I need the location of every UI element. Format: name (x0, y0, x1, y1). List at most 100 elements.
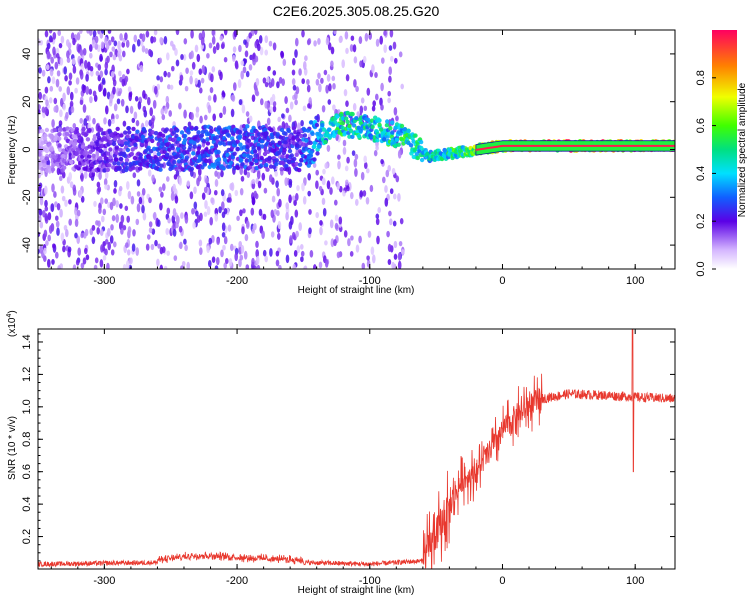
spectrogram-noise-cell (110, 224, 114, 231)
spectrogram-noise-cell (261, 172, 266, 181)
spectrogram-noise-cell (211, 35, 216, 45)
spectrogram-noise-cell (69, 181, 74, 188)
spectrogram-signal-cell (189, 125, 194, 130)
spectrogram-noise-cell (97, 186, 102, 193)
spectrogram-signal-cell (280, 154, 285, 159)
spectrogram-noise-cell (275, 259, 280, 267)
spectrogram-signal-cell (83, 166, 88, 171)
spectrogram-noise-cell (128, 92, 132, 102)
x-tick-label: 100 (626, 575, 644, 587)
spectrogram-noise-cell (198, 167, 202, 176)
spectrogram-signal-cell (95, 141, 100, 147)
spectrogram-signal-cell (240, 162, 245, 167)
spectrogram-signal-cell (192, 144, 197, 149)
spectrogram-image (38, 30, 675, 269)
spectrogram-signal-cell (350, 111, 355, 117)
spectrogram-noise-cell (322, 168, 326, 175)
spectrogram-signal-cell (176, 159, 182, 164)
spectrogram-noise-cell (244, 233, 249, 242)
spectrogram-noise-cell (198, 239, 203, 247)
spectrogram-signal-cell (125, 165, 130, 171)
spectrogram-signal-cell (396, 142, 401, 147)
spectrogram-noise-cell (144, 119, 149, 128)
spectrogram-noise-cell (45, 64, 50, 71)
spectrogram-noise-cell (122, 225, 127, 231)
spectrogram-noise-cell (133, 34, 138, 43)
spectrogram-noise-cell (389, 30, 394, 38)
spectrogram-noise-cell (288, 114, 292, 123)
spectrogram-noise-cell (255, 90, 260, 97)
spectrogram-noise-cell (239, 166, 243, 176)
spectrogram-signal-cell (227, 164, 233, 169)
spectrogram-noise-cell (302, 195, 307, 205)
spectrogram-noise-cell (342, 146, 347, 155)
spectrogram-noise-cell (111, 215, 116, 222)
spectrogram-noise-cell (159, 264, 164, 269)
spectrogram-noise-cell (60, 232, 65, 242)
spectrogram-signal-cell (153, 131, 159, 136)
spectrogram-signal-cell (174, 133, 179, 139)
spectrogram-signal-cell (158, 167, 163, 172)
spectrogram-noise-cell (345, 100, 349, 107)
spectrogram-signal-cell (413, 133, 418, 138)
spectrogram-noise-cell (74, 207, 78, 216)
spectrogram-noise-cell (124, 205, 129, 211)
spectrogram-signal-cell (85, 137, 91, 142)
spectrogram-noise-cell (193, 201, 198, 210)
spectrogram-noise-cell (346, 156, 350, 164)
spectrogram-signal-cell (123, 130, 128, 135)
spectrogram-signal-cell (202, 139, 207, 144)
spectrogram-noise-cell (82, 257, 87, 265)
spectrogram-noise-cell (82, 104, 87, 113)
spectrogram-signal-cell (235, 165, 241, 171)
spectrogram-noise-cell (239, 254, 244, 261)
spectrogram-noise-cell (68, 172, 72, 181)
spectrogram-noise-cell (151, 174, 155, 183)
spectrogram-signal-cell (264, 162, 269, 168)
spectrogram-noise-cell (234, 189, 239, 197)
spectrogram-noise-cell (78, 189, 83, 199)
spectrogram-noise-cell (149, 107, 153, 117)
spectrogram-signal-cell (57, 143, 62, 148)
spectrogram-noise-cell (295, 193, 299, 201)
spectrogram-noise-cell (167, 84, 171, 90)
spectrogram-signal-cell (281, 135, 286, 141)
spectrogram-noise-cell (307, 103, 311, 109)
spectrogram-noise-cell (223, 57, 228, 63)
spectrogram-signal-cell (230, 155, 236, 160)
spectrogram-noise-cell (115, 200, 119, 208)
spectrogram-noise-cell (54, 61, 59, 70)
spectrogram-noise-cell (175, 221, 179, 229)
spectrogram-noise-cell (246, 171, 251, 178)
spectrogram-signal-cell (161, 146, 167, 151)
spectrogram-noise-cell (209, 86, 214, 94)
spectrogram-signal-cell (237, 130, 243, 135)
spectrogram-signal-cell (399, 136, 404, 141)
spectrogram-noise-cell (230, 243, 234, 252)
spectrogram-noise-cell (51, 183, 55, 193)
spectrogram-signal-cell (64, 131, 70, 136)
spectrogram-noise-cell (223, 30, 228, 36)
spectrogram-signal-cell (194, 125, 199, 131)
spectrogram-noise-cell (288, 220, 293, 230)
spectrogram-noise-cell (198, 32, 203, 41)
spectrogram-noise-cell (393, 107, 398, 116)
spectrogram-noise-cell (166, 52, 170, 61)
spectrogram-signal-cell (124, 161, 129, 166)
spectrogram-noise-cell (104, 198, 108, 204)
spectrogram-noise-cell (379, 35, 384, 45)
spectrogram-noise-cell (159, 37, 163, 44)
spectrogram-noise-cell (315, 212, 320, 219)
spectrogram-noise-cell (329, 187, 333, 195)
spectrogram-noise-cell (62, 245, 66, 253)
spectrogram-noise-cell (266, 117, 271, 126)
spectrogram-noise-cell (293, 199, 297, 206)
spectrogram-signal-cell (318, 128, 323, 133)
spectrogram-signal-cell (177, 136, 182, 142)
spectrogram-noise-cell (129, 105, 134, 114)
spectrogram-signal-cell (111, 141, 117, 147)
spectrogram-noise-cell (109, 235, 114, 244)
spectrogram-noise-cell (56, 202, 61, 211)
spectrogram-noise-cell (271, 93, 276, 102)
spectrogram-noise-cell (223, 207, 228, 215)
